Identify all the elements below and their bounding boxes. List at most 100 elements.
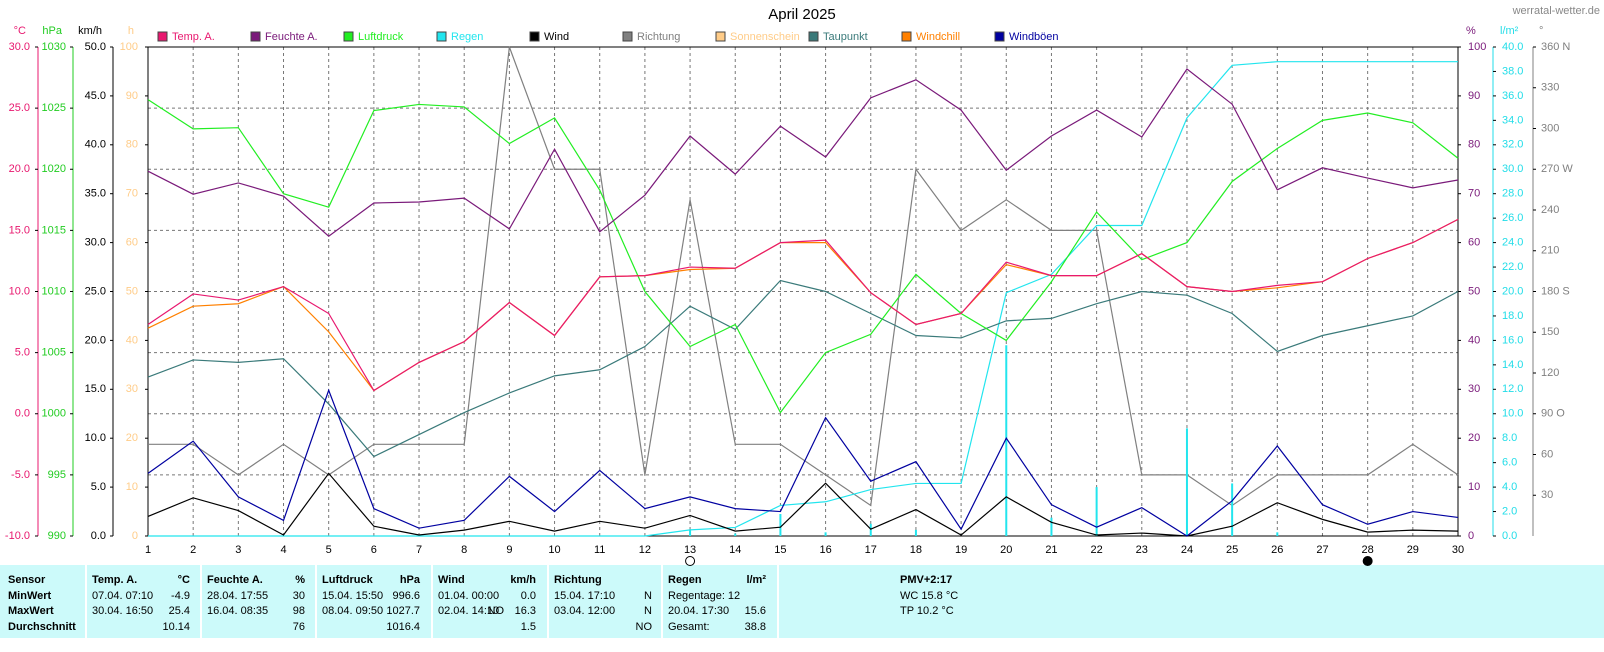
y-tick-label: 0.0 — [91, 530, 106, 542]
x-tick-label: 10 — [548, 544, 560, 556]
cell-time: 28.04. 17:55 — [207, 590, 268, 602]
y-tick-label: 0.0 — [1502, 530, 1517, 542]
y-tick-label: 360 N — [1541, 41, 1570, 53]
legend-swatch — [436, 31, 447, 42]
moon-full — [685, 556, 696, 566]
y-tick-label: 10 — [126, 481, 138, 493]
y-tick-label: 180 S — [1541, 285, 1570, 297]
x-tick-label: 27 — [1316, 544, 1328, 556]
y-tick-label: 16.0 — [1502, 334, 1523, 346]
row-label: MaxWert — [8, 605, 54, 617]
x-tick-label: 23 — [1136, 544, 1148, 556]
column-title: Feuchte A. — [207, 574, 263, 586]
cell-value: NO — [636, 621, 653, 633]
y-tick-label: 1010 — [42, 285, 66, 297]
series-line — [147, 68, 1459, 238]
y-tick-label: 26.0 — [1502, 212, 1523, 224]
x-tick-label: 11 — [594, 544, 605, 556]
y-tick-label: 35.0 — [85, 188, 106, 200]
column-unit: °C — [178, 574, 190, 586]
legend-label: Temp. A. — [172, 31, 215, 43]
y-tick-label: 38.0 — [1502, 65, 1523, 77]
x-tick-label: 22 — [1090, 544, 1102, 556]
legend-label: Taupunkt — [823, 31, 868, 43]
axis-unit: l/m² — [1500, 25, 1519, 37]
y-tick-label: 1025 — [42, 102, 66, 114]
x-tick-label: 17 — [865, 544, 877, 556]
y-tick-label: 990 — [48, 530, 66, 542]
y-tick-label: 40 — [1468, 334, 1480, 346]
y-tick-label: 20 — [1468, 432, 1480, 444]
y-tick-label: 5.0 — [91, 481, 106, 493]
x-tick-label: 9 — [506, 544, 512, 556]
y-tick-label: 20.0 — [1502, 285, 1523, 297]
cell-value: 16.3 — [515, 605, 536, 617]
y-tick-label: 30 — [126, 383, 138, 395]
y-tick-label: 4.0 — [1502, 481, 1517, 493]
x-tick-label: 18 — [910, 544, 922, 556]
y-tick-label: 70 — [1468, 188, 1480, 200]
cell-time: 01.04. 00:00 — [438, 590, 499, 602]
cell-value: 1027.7 — [386, 605, 420, 617]
x-tick-label: 13 — [684, 544, 696, 556]
x-tick-label: 19 — [955, 544, 967, 556]
cell-value: 25.4 — [169, 605, 190, 617]
y-tick-label: 10.0 — [9, 285, 30, 297]
column-title: Luftdruck — [322, 574, 374, 586]
y-tick-label: 240 — [1541, 204, 1559, 216]
y-tick-label: 30 — [1468, 383, 1480, 395]
y-tick-label: 1015 — [42, 224, 66, 236]
y-tick-label: 50 — [1468, 285, 1480, 297]
x-tick-label: 14 — [729, 544, 741, 556]
chart-title: April 2025 — [768, 6, 836, 23]
legend-label: Wind — [544, 31, 569, 43]
y-tick-label: 300 — [1541, 122, 1559, 134]
y-tick-label: 15.0 — [85, 383, 106, 395]
legend-swatch — [901, 31, 912, 42]
y-tick-label: 8.0 — [1502, 432, 1517, 444]
column-title: Temp. A. — [92, 574, 137, 586]
y-tick-label: 20.0 — [85, 334, 106, 346]
cell-time: 30.04. 16:50 — [92, 605, 153, 617]
cell-value: N — [644, 590, 652, 602]
legend-swatch — [157, 31, 168, 42]
stats-table: Sensor Temp. A. °C Feuchte A.% Luftdruck hPa W… — [8, 565, 958, 638]
y-tick-label: 25.0 — [85, 285, 106, 297]
row-label: Durchschnitt — [8, 621, 76, 633]
y-tick-label: 0 — [132, 530, 138, 542]
y-tick-label: 32.0 — [1502, 139, 1523, 151]
y-tick-label: 40 — [126, 334, 138, 346]
axis-unit: km/h — [78, 25, 102, 37]
y-tick-label: 270 W — [1541, 163, 1573, 175]
x-tick-label: 30 — [1452, 544, 1464, 556]
cell-value: 98 — [293, 605, 305, 617]
y-tick-label: 40.0 — [85, 139, 106, 151]
y-tick-label: 60 — [126, 237, 138, 249]
cell-value: -4.9 — [171, 590, 190, 602]
cell-value: 38.8 — [745, 621, 766, 633]
x-tick-label: 4 — [280, 544, 286, 556]
cell-time: Gesamt: — [668, 621, 710, 633]
cell-value: 996.6 — [392, 590, 420, 602]
y-tick-label: 14.0 — [1502, 359, 1523, 371]
y-tick-label: 1030 — [42, 41, 66, 53]
axis-unit: % — [1466, 25, 1476, 37]
y-tick-label: 70 — [126, 188, 138, 200]
cell-value: 10.14 — [162, 621, 190, 633]
y-tick-label: 30.0 — [9, 41, 30, 53]
cell-value: 30 — [293, 590, 305, 602]
column-unit: km/h — [510, 574, 536, 586]
x-tick-label: 3 — [235, 544, 241, 556]
y-tick-label: 30.0 — [85, 237, 106, 249]
y-tick-label: 45.0 — [85, 90, 106, 102]
cell-time: 07.04. 07:10 — [92, 590, 153, 602]
y-tick-label: 20.0 — [9, 163, 30, 175]
y-tick-label: 1005 — [42, 347, 66, 359]
cell-time: 03.04. 12:00 — [554, 605, 615, 617]
axis-unit: ° — [1539, 25, 1543, 37]
legend-label: Luftdruck — [358, 31, 404, 43]
cell-time: 16.04. 08:35 — [207, 605, 268, 617]
y-tick-label: 24.0 — [1502, 237, 1523, 249]
